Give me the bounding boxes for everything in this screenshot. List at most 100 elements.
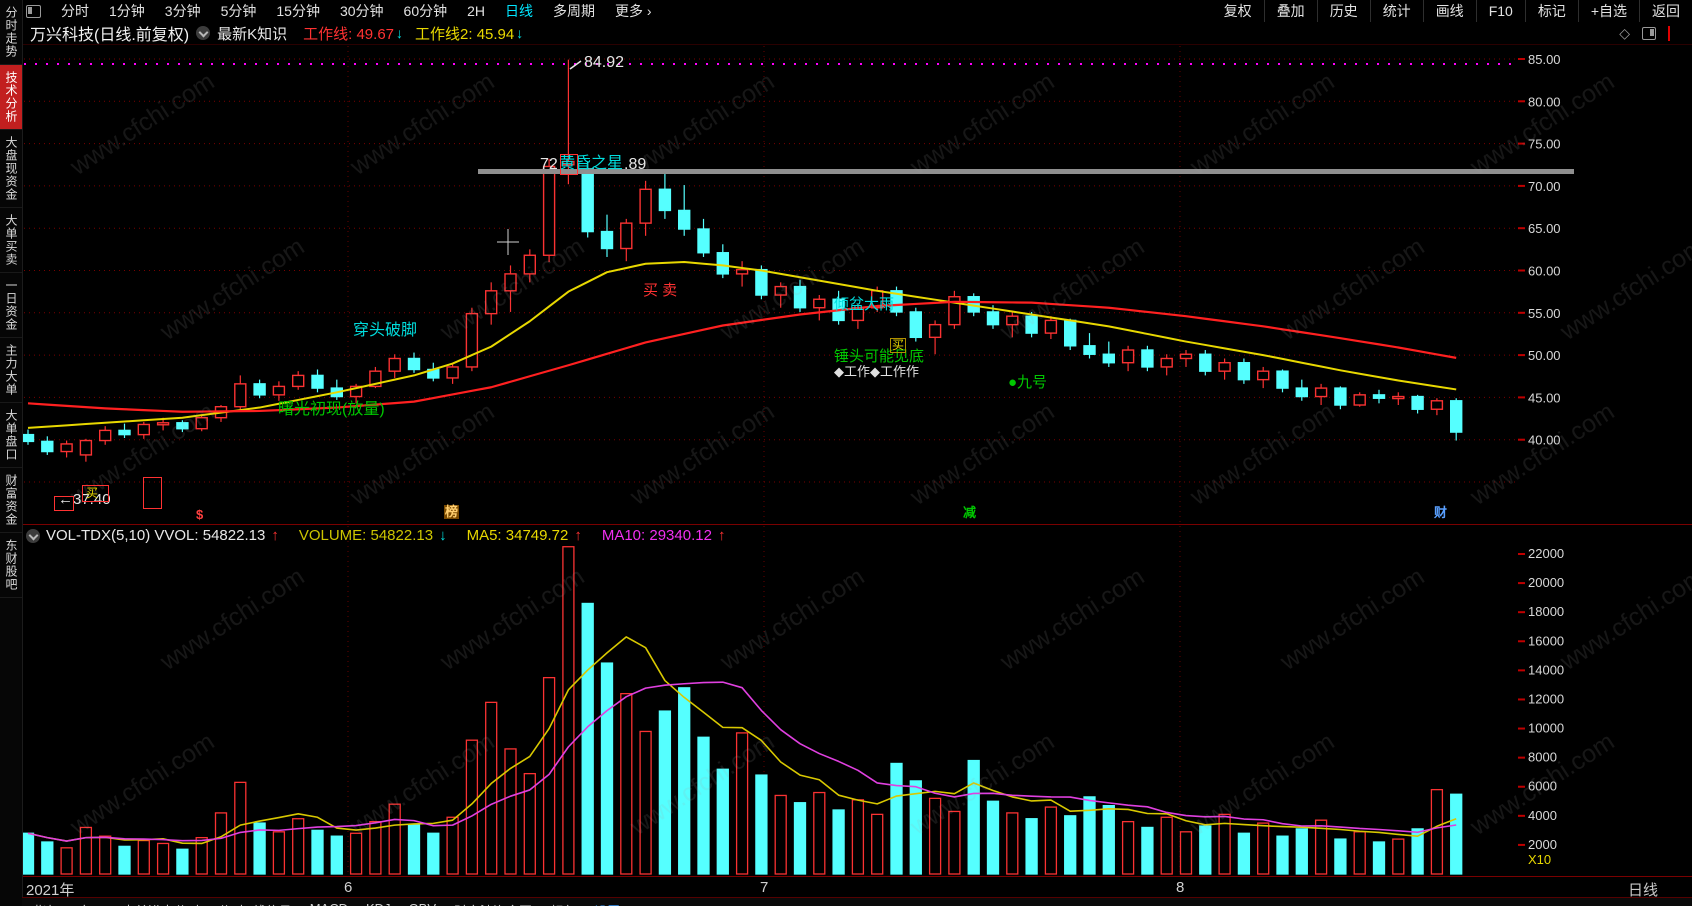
volume-bar <box>118 845 131 875</box>
candle-body <box>137 423 151 436</box>
status-bar-item-7[interactable]: 财富池资金图 <box>454 901 532 906</box>
candle-body <box>407 357 421 371</box>
sidebar-item-5[interactable]: 主力大单 <box>0 338 22 403</box>
period-indicator-label: 日线 <box>1628 882 1659 899</box>
volume-bar <box>871 813 884 875</box>
candle-body <box>369 370 382 388</box>
toolbar-button-4[interactable]: 画线 <box>1422 0 1476 22</box>
candle-body <box>292 374 305 388</box>
period-menu-item-7[interactable]: 2H <box>467 3 486 19</box>
period-menu-item-8[interactable]: 日线 <box>505 3 534 19</box>
date-label-0: 2021年 <box>26 882 75 899</box>
candle-body <box>41 440 54 453</box>
status-bar-item-1[interactable]: 窗口 <box>78 901 104 906</box>
volume-bar <box>1199 825 1212 875</box>
candle-body <box>1276 370 1289 389</box>
status-bar-item-0[interactable]: 指标 <box>34 901 60 906</box>
candle-body <box>79 439 93 456</box>
toolbar-button-2[interactable]: 历史 <box>1316 0 1370 22</box>
status-bar-item-4[interactable]: MACD <box>310 901 348 906</box>
period-menu-item-2[interactable]: 3分钟 <box>164 3 201 19</box>
toolbar-button-0[interactable]: 复权 <box>1223 3 1252 19</box>
candle-body <box>793 285 807 309</box>
sidebar-item-7[interactable]: 财富资金 <box>0 468 22 533</box>
period-menu-item-0[interactable]: 分时 <box>61 3 89 19</box>
period-menu-item-1[interactable]: 1分钟 <box>109 3 145 19</box>
status-bar-item-5[interactable]: KDJ <box>366 901 391 906</box>
price-axis-label: 70.00 <box>1528 179 1561 194</box>
candle-body <box>465 312 479 368</box>
volume-bar <box>1102 804 1115 875</box>
candle-body <box>485 290 498 315</box>
drawn-horizontal-line <box>478 169 1574 174</box>
candle-body <box>909 311 922 339</box>
sidebar-item-8[interactable]: 东财股吧 <box>0 533 22 598</box>
status-bar-item-2[interactable]: 大单进出分时 <box>122 901 200 906</box>
candle-body <box>1121 349 1135 364</box>
volume-axis-label: 8000 <box>1528 750 1557 765</box>
volume-bar <box>658 710 672 875</box>
window-layout-icon[interactable] <box>26 4 41 18</box>
candle-body <box>774 285 787 296</box>
volume-bar <box>446 816 459 875</box>
status-bar-item-8[interactable]: 颜色 <box>550 901 576 906</box>
toolbar-button-3[interactable]: 统计 <box>1369 0 1423 22</box>
candle-body <box>1179 353 1193 360</box>
volume-bar <box>851 799 865 875</box>
sidebar-item-0[interactable]: 分时走势 <box>0 0 22 65</box>
volume-axis-label: 16000 <box>1528 633 1564 648</box>
sidebar-item-3[interactable]: 大单买卖 <box>0 208 22 273</box>
chevron-down-icon[interactable] <box>26 528 40 543</box>
volume-bar <box>1044 806 1058 875</box>
sidebar-item-6[interactable]: 大单盘口 <box>0 403 22 468</box>
chevron-down-icon[interactable] <box>196 26 211 40</box>
sidebar-item-1[interactable]: 技术分析 <box>0 65 22 130</box>
volume-bar <box>176 848 189 875</box>
toolbar-button-5[interactable]: F10 <box>1475 0 1525 22</box>
volume-bar <box>581 602 594 875</box>
volume-axis-label: 2000 <box>1528 837 1557 852</box>
status-bar-item-6[interactable]: OBV <box>409 901 436 906</box>
candle-body <box>1430 400 1444 410</box>
period-menu-item-9[interactable]: 多周期 <box>553 3 596 19</box>
volume-pane-divider <box>22 524 1692 525</box>
candle-body <box>523 254 536 275</box>
toolbar-button-1[interactable]: 叠加 <box>1263 0 1317 22</box>
candle-body <box>1256 370 1270 381</box>
sidebar-item-4[interactable]: 一日资金 <box>0 273 22 338</box>
panel-split-icon[interactable] <box>1642 26 1656 40</box>
period-menu-item-6[interactable]: 60分钟 <box>403 3 448 19</box>
high-callout-line <box>569 60 582 70</box>
volume-bar <box>639 730 652 875</box>
volume-bar <box>697 736 710 875</box>
volume-bar <box>1372 841 1386 875</box>
work-line2-yellow <box>27 261 1457 429</box>
status-bar-item-3[interactable]: 分时K线信号 <box>218 901 292 906</box>
ma5-value: MA5: 34749.72 <box>466 527 569 544</box>
latest-k-knowledge-label[interactable]: 最新K知识 <box>217 25 288 43</box>
candle-body <box>1449 400 1463 433</box>
period-menu-item-3[interactable]: 5分钟 <box>220 3 257 19</box>
work-line-red <box>27 300 1457 413</box>
volume-unit-label: X10 <box>1528 852 1551 867</box>
candle-body <box>1083 345 1096 355</box>
candle-body <box>716 252 729 275</box>
toolbar-button-6[interactable]: 标记 <box>1524 0 1578 22</box>
diamond-tool-icon[interactable]: ◇ <box>1619 24 1630 41</box>
volume-bar <box>1064 815 1077 875</box>
toolbar-button-7[interactable]: +自选 <box>1577 0 1639 22</box>
volume-bar <box>1411 828 1424 875</box>
period-menu-item-4[interactable]: 15分钟 <box>276 3 320 19</box>
toolbar-button-8[interactable]: 返回 <box>1639 0 1692 22</box>
sidebar-item-2[interactable]: 大盘现资金 <box>0 130 22 208</box>
volume-bar <box>41 841 54 875</box>
main-chart-pane[interactable] <box>24 46 1518 524</box>
candle-body <box>735 268 749 275</box>
volume-bar <box>755 774 768 875</box>
volume-bar <box>967 759 980 875</box>
volume-bar <box>1160 816 1173 875</box>
period-menu-item-10[interactable]: 更多 › <box>615 3 652 19</box>
period-menu-item-5[interactable]: 30分钟 <box>339 3 384 19</box>
status-bar-item-9[interactable]: 设置 <box>594 901 620 906</box>
